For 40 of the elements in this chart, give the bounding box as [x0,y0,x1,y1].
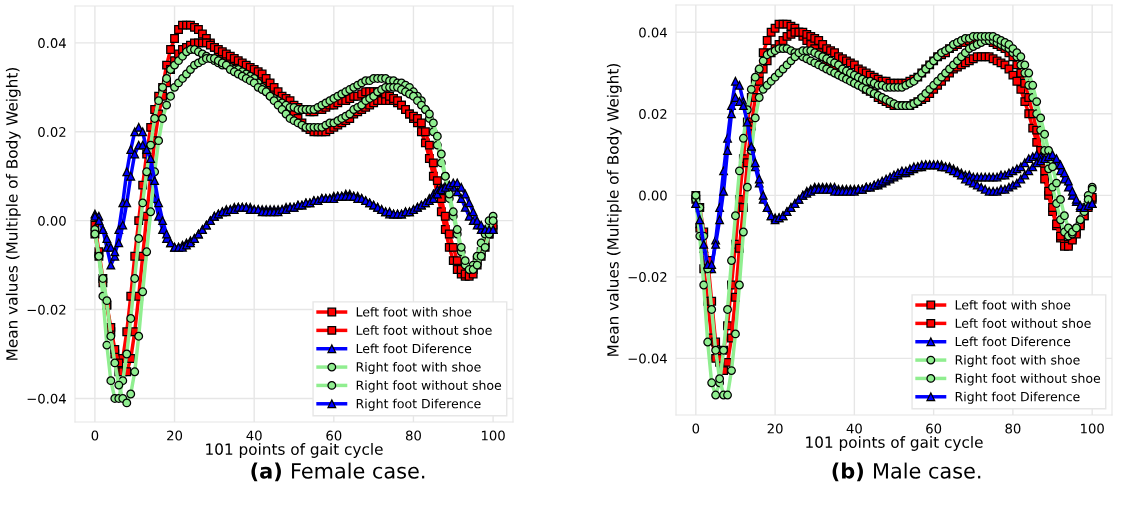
y-tick-label: 0.00 [38,215,66,226]
x-tick-label: 80 [1005,423,1021,434]
x-axis-title: 101 points of gait cycle [206,443,383,458]
x-tick-label: 100 [481,430,505,441]
legend-label: Right foot Diference [955,391,1080,404]
x-axis-title: 101 points of gait cycle [806,436,983,451]
legend-label: Right foot with shoe [356,361,481,375]
legend-label: Left foot Diference [356,343,472,354]
x-tick-label: 60 [926,423,942,434]
y-tick-label: 0.00 [639,190,667,201]
x-tick-label: 20 [767,423,783,434]
legend-label: Right foot without shoe [955,373,1101,386]
x-tick-label: 20 [167,430,183,441]
legend-label: Left foot Diference [955,336,1071,347]
y-tick-label: 0.04 [38,38,66,49]
legend-label: Right foot Diference [356,398,481,411]
y-tick-label: −0.04 [628,353,667,364]
x-tick-label: 40 [246,430,262,441]
y-tick-label: −0.02 [27,304,66,315]
x-tick-label: 40 [846,423,862,434]
x-tick-label: 80 [405,430,421,441]
legend-label: Left foot with shoe [356,306,472,317]
legend-label: Right foot with shoe [955,354,1080,368]
legend-label: Left foot without shoe [955,318,1091,328]
legend-label: Left foot with shoe [955,299,1071,310]
y-tick-label: 0.04 [639,27,667,38]
x-tick-label: 60 [326,430,342,441]
y-axis-title: Mean values (Multiple of Body Weight) [606,63,622,356]
legend-label: Right foot without shoe [356,380,502,393]
y-tick-label: −0.04 [27,393,66,404]
y-tick-label: −0.02 [628,272,667,283]
y-tick-label: 0.02 [639,109,667,120]
y-tick-label: 0.02 [38,127,66,137]
text: (b) Male case. [832,462,981,482]
x-tick-label: 100 [1081,423,1104,434]
x-tick-label: 0 [91,430,99,441]
text: (a) Female case. [251,462,425,482]
y-axis-title: Mean values (Multiple of Body Weight) [5,67,21,360]
legend-label: Left foot without shoe [356,325,492,335]
x-tick-label: 0 [692,423,700,434]
